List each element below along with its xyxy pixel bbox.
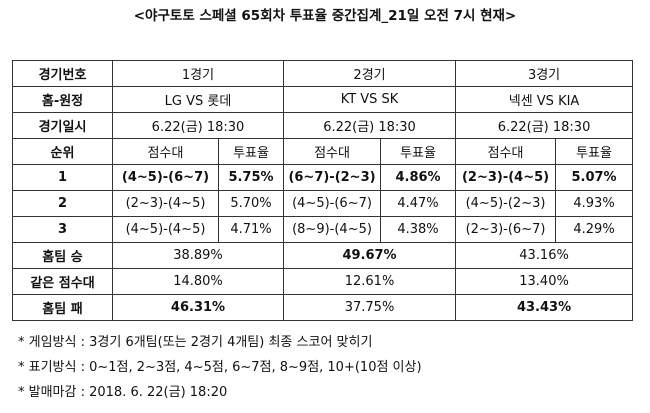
table-cell: 12.61% (283, 268, 457, 295)
table-cell: LG VS 롯데 (111, 86, 285, 113)
row-header: 경기번호 (12, 60, 113, 87)
table-cell: (2~3)-(4~5) (112, 190, 219, 217)
table-row: 3 (4~5)-(4~5) 4.71% (8~9)-(4~5) 4.38% (2~3)-(… (12, 216, 634, 243)
row-header: 2 (12, 190, 113, 217)
table-row: 홈-원정 LG VS 롯데 KT VS SK 넥센 VS KIA (12, 86, 634, 113)
table-row: 2 (2~3)-(4~5) 5.70% (4~5)-(6~7) 4.47% (4~5)-(… (12, 190, 634, 217)
table-cell: 6.22(금) 18:30 (283, 112, 457, 139)
table-cell: 4.38% (380, 216, 457, 243)
table-cell: 13.40% (455, 268, 634, 295)
table-cell: 4.93% (555, 190, 634, 217)
vote-table: 경기번호 1경기 2경기 3경기 홈-원정 LG VS 롯데 KT VS SK 넥센 VS K… (12, 60, 634, 321)
row-header: 홈-원정 (12, 86, 113, 113)
note: * 표기방식 : 0~1점, 2~3점, 4~5점, 6~7점, 8~9점, 1… (18, 360, 422, 375)
table-cell: 투표율 (555, 138, 634, 165)
table-cell: 투표율 (380, 138, 457, 165)
table-cell: (4~5)-(2~3) (455, 190, 557, 217)
table-cell: 6.22(금) 18:30 (455, 112, 634, 139)
row-header: 홈팀 승 (12, 242, 113, 269)
table-cell: 46.31% (111, 294, 285, 321)
table-cell: 37.75% (283, 294, 457, 321)
table-cell: 5.75% (217, 164, 285, 191)
table-cell: 38.89% (111, 242, 285, 269)
row-header: 홈팀 패 (12, 294, 113, 321)
table-cell: 43.16% (455, 242, 634, 269)
table-cell: (6~7)-(2~3) (283, 164, 382, 191)
row-header: 경기일시 (12, 112, 113, 139)
table-row: 경기일시 6.22(금) 18:30 6.22(금) 18:30 6.22(금) 18… (12, 112, 634, 139)
row-header: 3 (12, 216, 113, 243)
row-header: 순위 (12, 138, 113, 165)
table-cell: 4.71% (217, 216, 285, 243)
table-cell: (4~5)-(6~7) (283, 190, 382, 217)
row-header: 같은 점수대 (12, 268, 113, 295)
note: * 발매마감 : 2018. 6. 22(금) 18:20 (18, 385, 228, 400)
table-cell: 14.80% (111, 268, 285, 295)
table-cell: 4.86% (380, 164, 457, 191)
table-cell: 49.67% (283, 242, 457, 269)
table-row: 같은 점수대 14.80% 12.61% 13.40% (12, 268, 634, 295)
notes: * 게임방식 : 3경기 6개팀(또는 2경기 4개팀) 최종 스코어 맞히기 *… (18, 330, 422, 405)
table-cell: 3경기 (455, 60, 634, 87)
table-cell: (2~3)-(6~7) (455, 216, 557, 243)
table-cell: 4.47% (380, 190, 457, 217)
document-title: <야구토토 스페셜 65회차 투표율 중간집계_21일 오전 7시 현재> (133, 8, 517, 24)
table-cell: (2~3)-(4~5) (455, 164, 557, 191)
table-cell: 넥센 VS KIA (455, 86, 634, 113)
table-cell: 5.07% (555, 164, 634, 191)
table-row: 순위 점수대 투표율 점수대 투표율 점수대 투표율 (12, 138, 634, 165)
table-cell: 5.70% (217, 190, 285, 217)
table-cell: 6.22(금) 18:30 (111, 112, 285, 139)
note: * 게임방식 : 3경기 6개팀(또는 2경기 4개팀) 최종 스코어 맞히기 (18, 335, 373, 350)
table-cell: (4~5)-(6~7) (112, 164, 219, 191)
table-cell: (8~9)-(4~5) (283, 216, 382, 243)
table-cell: 2경기 (283, 60, 457, 87)
table-row: 경기번호 1경기 2경기 3경기 (12, 60, 634, 87)
table-cell: 투표율 (217, 138, 285, 165)
table-row: 홈팀 패 46.31% 37.75% 43.43% (12, 294, 634, 321)
table-cell: 점수대 (112, 138, 219, 165)
table-cell: 점수대 (455, 138, 557, 165)
table-cell: 4.29% (555, 216, 634, 243)
table-row: 홈팀 승 38.89% 49.67% 43.16% (12, 242, 634, 269)
table-cell: KT VS SK (283, 86, 457, 113)
row-header: 1 (12, 164, 113, 191)
table-cell: 점수대 (283, 138, 382, 165)
table-cell: 43.43% (455, 294, 634, 321)
table-row: 1 (4~5)-(6~7) 5.75% (6~7)-(2~3) 4.86% (2~3)-(… (12, 164, 634, 191)
table-cell: (4~5)-(4~5) (112, 216, 219, 243)
table-cell: 1경기 (111, 60, 285, 87)
